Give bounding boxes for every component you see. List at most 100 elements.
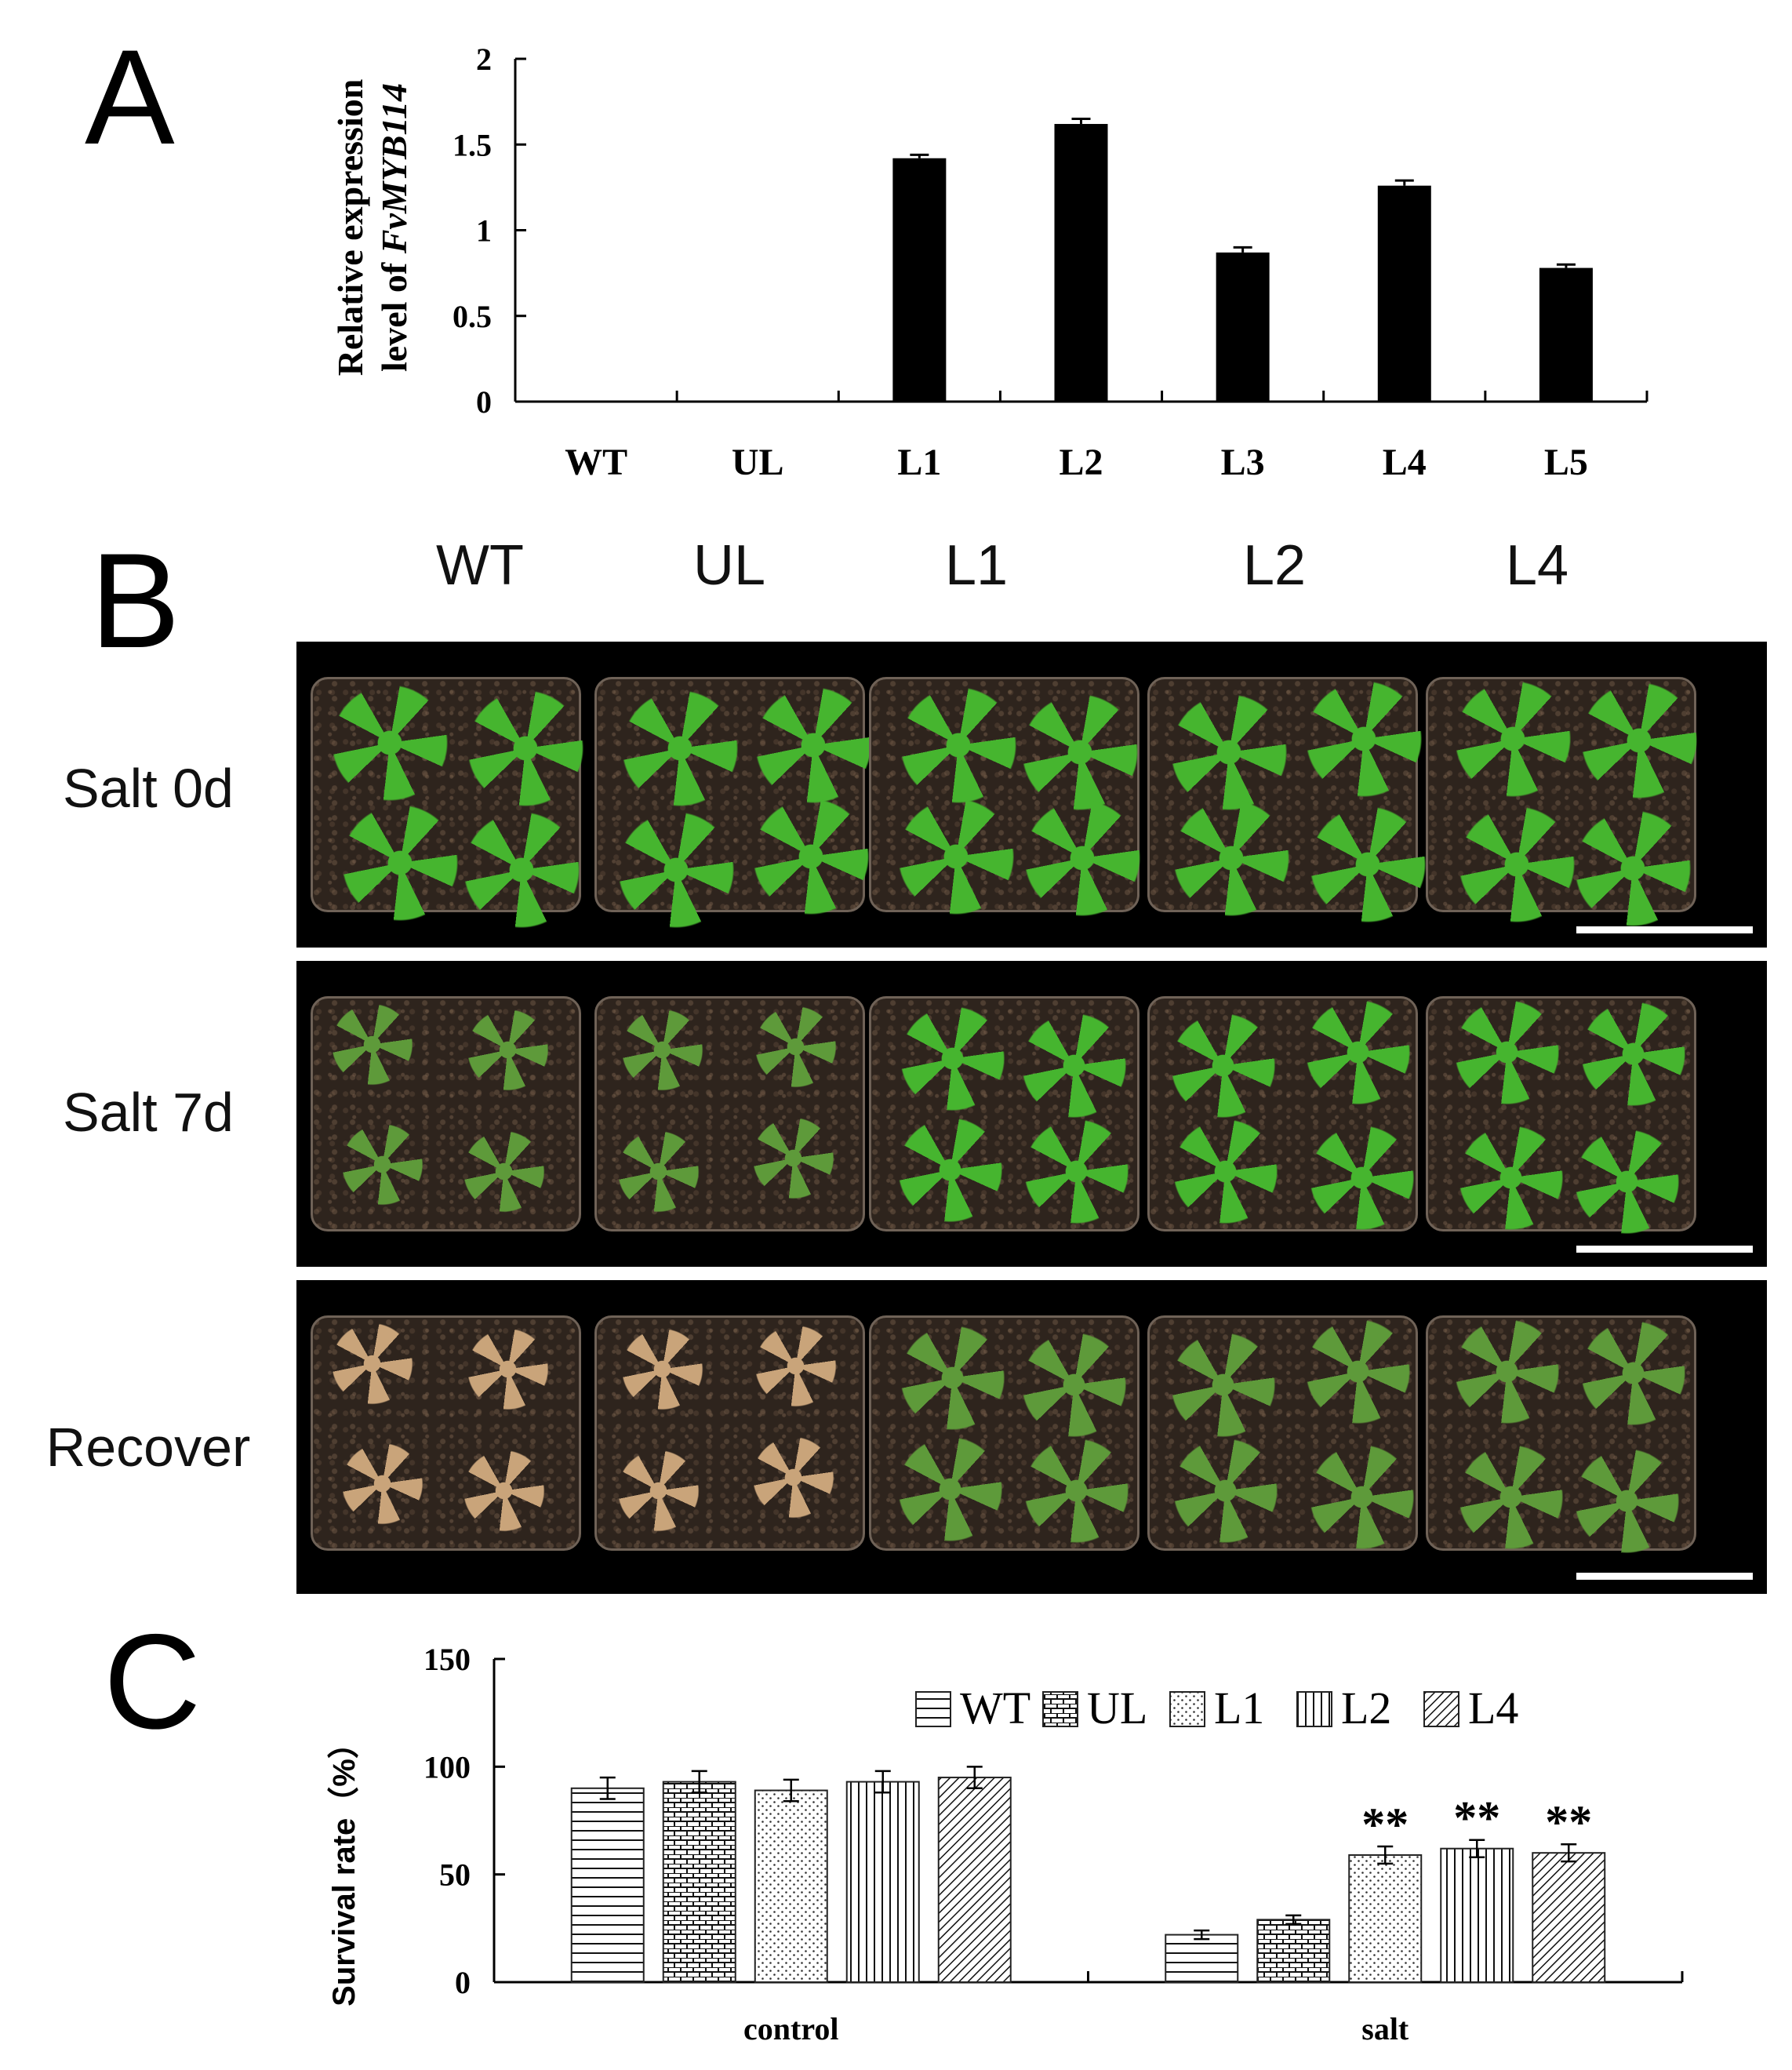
plant-rosette [462,1450,545,1533]
chart-c-legend-label-l2: L2 [1341,1683,1391,1733]
plant-rosette [1579,681,1698,799]
chart-c-bar-salt-ul [1256,1919,1331,1984]
photo-row-recover [296,1280,1767,1594]
plant-rosette [1458,806,1576,924]
chart-a-ylabel-gene: FvMYB114 [374,83,414,254]
chart-c-bar-salt-l1 [1348,1854,1423,1983]
plant-rosette [1305,999,1412,1105]
chart-c-x-label-control: control [743,2011,838,2046]
plant-rosette [1454,999,1561,1105]
photo-row-label-salt-0d: Salt 0d [63,758,234,819]
chart-a-x-label-l2: L2 [1059,442,1103,483]
chart-a-y-tick-label: 1.5 [453,127,492,162]
plant-rosette [1458,1125,1565,1231]
plant-rosette [1169,693,1288,812]
plant-rosette [897,1436,1004,1542]
chart-a-x-label-l1: L1 [897,442,941,483]
plant-rosette [621,689,740,808]
plant-rosette [341,803,460,922]
plant-rosette [462,1130,545,1213]
plant-rosette [467,689,585,808]
plant-rosette [1579,1319,1686,1426]
chart-c-y-tick-label: 150 [423,1642,471,1677]
plant-rosette [752,1117,835,1199]
chart-c-legend-swatch-l2 [1296,1691,1332,1727]
chart-a-x-label-l5: L5 [1544,442,1588,483]
plant-rosette [1172,799,1290,917]
scale-bar [1576,926,1753,933]
plant-rosette [341,1442,424,1525]
chart-c-significance-mark: ** [1453,1792,1500,1844]
plant-rosette [616,1130,700,1213]
pot-l2 [1147,996,1418,1231]
chart-a-ylabel-prefix: level of [374,253,414,372]
plant-rosette [621,1009,704,1092]
plant-rosette [330,1002,413,1086]
chart-c-significance-mark: ** [1361,1799,1409,1850]
chart-a-y-tick-label: 0 [476,384,492,420]
plant-rosette [1023,1118,1129,1224]
plant-rosette [1454,680,1572,798]
chart-c-legend-label-wt: WT [960,1683,1030,1733]
chart-c-survival: 0 50 100 150 control ** ** ** salt WT UL L1 L2 L4 Su… [327,1642,1684,2046]
panel-letter-b: B [90,526,180,676]
chart-a-y-tick-label: 0.5 [453,299,492,334]
plant-rosette [616,1450,700,1533]
chart-c-labels: 0 50 100 150 control ** ** ** salt [423,1642,1592,2046]
chart-a-ylabel-line1: Relative expression [330,79,370,377]
panel-letter-a: A [85,22,175,173]
plant-rosette [467,1009,550,1092]
chart-c-bars [570,1766,1606,1984]
plant-rosette [900,1324,1006,1431]
chart-a-bar-l1 [892,158,947,402]
chart-c-ylabel: Survival rate（%） [327,1727,362,2006]
plant-rosette [1305,1319,1412,1424]
chart-c-bar-control-l1 [754,1789,828,1983]
plant-rosette [1023,1437,1129,1544]
panel-letter-c: C [104,1606,202,1757]
chart-c-y-tick-label: 0 [455,1965,471,2000]
plant-rosette [330,683,449,802]
plant-rosette [754,686,873,804]
plant-rosette [1574,1448,1680,1555]
plant-rosette [1020,1013,1127,1119]
plant-rosette [900,1005,1006,1111]
pot-l4 [1426,996,1696,1235]
chart-a-bar-l4 [1377,185,1431,402]
pot-wt [311,1315,581,1551]
photo-col-label-l1: L1 [944,534,1009,597]
chart-c-bar-salt-l2 [1440,1847,1514,1983]
chart-a-expression: 0 0.5 1 1.5 2 WT UL L1 L2 L3 L4 L5 Relative express… [330,42,1648,483]
plant-rosette [330,1322,413,1405]
chart-c-bar-salt-l4 [1532,1852,1606,1984]
chart-a-bars [892,117,1593,402]
chart-c-legend: WT UL L1 L2 L4 [915,1683,1518,1733]
chart-c-bar-control-l2 [845,1781,920,1983]
plant-rosette [1172,1437,1278,1544]
chart-c-bar-control-ul [662,1781,736,1983]
plant-rosette [1020,1332,1127,1439]
photo-col-label-l4: L4 [1505,534,1569,597]
scale-bar [1576,1573,1753,1580]
pot-l4 [1426,1315,1696,1555]
plant-rosette [754,1005,838,1088]
chart-c-significance-mark: ** [1545,1796,1592,1848]
plant-rosette [1169,1013,1276,1119]
plant-rosette [1309,806,1427,924]
chart-c-bar-salt-wt [1165,1934,1239,1983]
chart-a-x-label-l4: L4 [1383,442,1427,483]
pot-wt [311,677,585,929]
chart-a-ylabel-line2: level of FvMYB114 [374,83,414,372]
plant-rosette [1305,680,1423,798]
chart-a-bar-l5 [1539,267,1593,402]
chart-c-legend-label-l4: L4 [1468,1683,1518,1733]
plant-rosette [1454,1319,1561,1424]
pot-ul [594,1315,865,1551]
plant-rosette [462,811,580,929]
photo-row-salt-0d [296,642,1767,948]
chart-a-x-label-l3: L3 [1221,442,1265,483]
pot-l1 [869,677,1141,917]
chart-a-bar-l3 [1216,252,1270,402]
plant-rosette [1574,1129,1680,1235]
plant-rosette [897,798,1016,915]
